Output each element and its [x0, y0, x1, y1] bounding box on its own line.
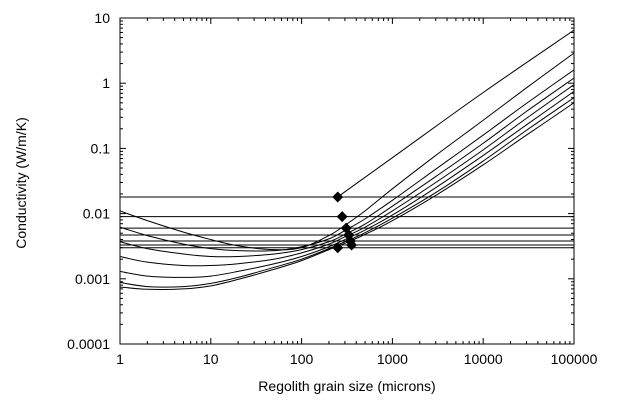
series-line-8: [337, 29, 574, 198]
plot-area: [119, 17, 575, 345]
x-tick-label: 100000: [551, 351, 598, 367]
series-group: [120, 29, 574, 290]
series-line-1: [120, 52, 574, 251]
x-tick-label: 10: [203, 351, 219, 367]
series-line-7: [120, 102, 574, 290]
x-tick-label: 10000: [464, 351, 503, 367]
diamond-marker-7: [332, 242, 344, 254]
y-tick-label: 10: [94, 10, 110, 26]
series-line-6: [120, 97, 574, 288]
series-line-5: [120, 90, 574, 278]
diamond-marker-6: [346, 239, 358, 251]
x-axis-label: Regolith grain size (microns): [258, 378, 435, 394]
plot-frame: [119, 17, 575, 345]
series-line-4: [120, 84, 574, 267]
x-tick-label: 1: [116, 351, 124, 367]
series-line-3: [120, 77, 574, 258]
y-axis: 10 1 0.1 0.01 0.001 0.0001: [67, 10, 574, 352]
y-tick-label: 0.1: [91, 140, 111, 156]
x-axis: 1 10 100 1000 10000 100000: [116, 18, 598, 367]
diamond-marker-1: [332, 191, 344, 203]
y-tick-label: 0.0001: [67, 336, 110, 352]
y-tick-label: 1: [102, 75, 110, 91]
y-tick-label: 0.001: [75, 271, 110, 287]
diamond-marker-2: [336, 211, 348, 223]
y-tick-label: 0.01: [83, 206, 110, 222]
x-tick-label: 1000: [377, 351, 408, 367]
y-axis-label: Conductivity (W/m/K): [13, 117, 29, 248]
x-tick-label: 100: [290, 351, 314, 367]
series-line-2: [120, 69, 574, 252]
